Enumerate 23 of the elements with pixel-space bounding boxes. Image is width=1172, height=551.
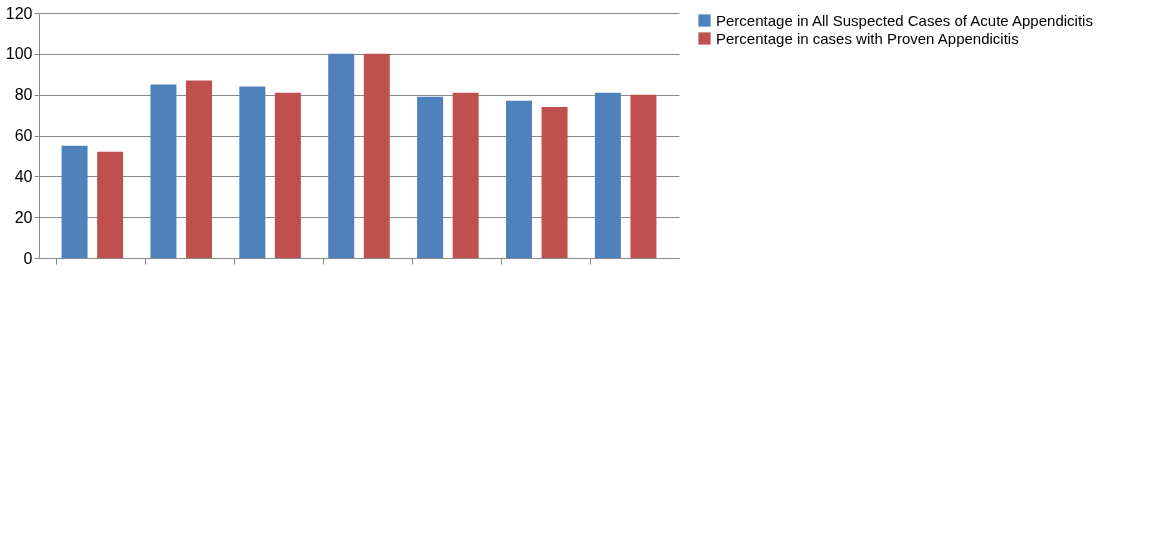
- bar: [417, 96, 444, 258]
- y-tick-label: 20: [14, 208, 33, 226]
- bar: [186, 80, 212, 258]
- bar: [274, 92, 301, 258]
- bar: [541, 106, 568, 258]
- y-tick-label: 80: [14, 86, 33, 104]
- bar: [97, 151, 124, 258]
- y-tick-label: 0: [23, 249, 33, 267]
- y-tick-label: 100: [5, 45, 33, 63]
- y-tick-label: 60: [14, 127, 33, 144]
- y-tick-label: 40: [14, 167, 33, 185]
- bar: [239, 86, 266, 258]
- legend-label: Percentage in All Suspected Cases of Acute Appendicitis: [716, 11, 1093, 29]
- y-tick-label: 120: [5, 4, 33, 22]
- legend-label: Percentage in cases with Proven Appendicitis: [716, 29, 1019, 47]
- bar: [594, 92, 621, 258]
- bar: [150, 84, 177, 258]
- bar: [61, 145, 88, 258]
- bar: [452, 92, 479, 258]
- bar: [328, 53, 355, 258]
- bar: [630, 94, 657, 258]
- bar: [363, 53, 390, 258]
- bar: [506, 100, 532, 258]
